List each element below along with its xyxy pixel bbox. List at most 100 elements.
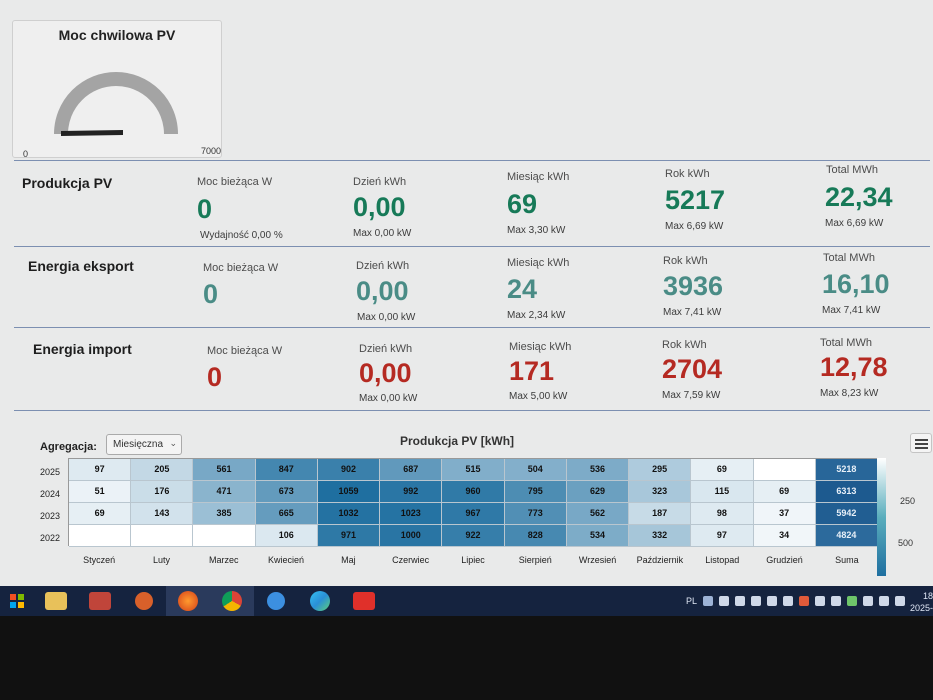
wifi-icon[interactable] <box>879 596 889 606</box>
miesiac-max: Max 2,34 kW <box>507 310 566 321</box>
taskbar-app-media-player[interactable] <box>122 586 166 616</box>
heatmap-cell: 37 <box>753 503 816 525</box>
dzien-max: Max 0,00 kW <box>357 312 416 323</box>
dzien-max: Max 0,00 kW <box>353 228 412 239</box>
moc-label: Moc bieżąca W <box>203 262 279 274</box>
dzien-value: 0,00 <box>353 192 406 222</box>
taskbar-app-media[interactable] <box>342 586 386 616</box>
heatmap-cell: 534 <box>566 525 630 547</box>
rok-value: 2704 <box>662 354 723 384</box>
aggregation-select[interactable]: Miesięczna ⌄ <box>106 434 182 455</box>
heatmap-sum-cell: 5218 <box>815 459 878 481</box>
heatmap-cell: 143 <box>131 503 194 525</box>
chevron-down-icon: ⌄ <box>169 438 177 448</box>
heatmap-x-label: Luty <box>152 555 170 565</box>
total-value: 16,10 <box>822 269 890 299</box>
total-label: Total MWh <box>823 252 875 264</box>
heatmap-cell: 69 <box>691 459 754 481</box>
volume-icon[interactable] <box>863 596 873 606</box>
edge-icon <box>310 591 330 611</box>
rok-max: Max 7,41 kW <box>663 307 722 318</box>
taskbar-app-firefox[interactable] <box>166 586 210 616</box>
power-gauge-card: Moc chwilowa PV 0 7000 <box>12 20 222 159</box>
file-explorer-icon <box>45 592 67 610</box>
cloud-icon[interactable] <box>719 596 729 606</box>
heatmap-x-label: Grudzień <box>766 555 803 565</box>
miesiac-label: Miesiąc kWh <box>509 341 572 353</box>
total-value: 22,34 <box>825 182 893 212</box>
heatmap-cell: 69 <box>753 481 816 503</box>
display-icon[interactable] <box>831 596 841 606</box>
moc-value: 0 <box>207 362 223 392</box>
drive-icon[interactable] <box>735 596 745 606</box>
heatmap-cell: 471 <box>193 481 256 503</box>
gauge-track <box>54 72 178 135</box>
heatmap-cell: 687 <box>380 459 443 481</box>
heatmap-cell: 295 <box>629 459 692 481</box>
heatmap-cell: 902 <box>317 459 381 481</box>
heatmap-cell: 115 <box>691 481 754 503</box>
settings-icon[interactable] <box>751 596 761 606</box>
heatmap-cell: 504 <box>504 459 567 481</box>
keyboard-icon[interactable] <box>703 596 713 606</box>
gauge-title: Moc chwilowa PV <box>58 27 176 43</box>
taskbar-app-edge-legacy[interactable] <box>254 586 298 616</box>
rok-label: Rok kWh <box>662 339 707 351</box>
heatmap-cell: 176 <box>131 481 194 503</box>
heatmap-cell: 332 <box>629 525 692 547</box>
total-max: Max 6,69 kW <box>825 218 884 229</box>
total-value: 12,78 <box>820 352 888 382</box>
chart-menu-button[interactable] <box>910 433 932 453</box>
usb-icon[interactable] <box>815 596 825 606</box>
security-icon[interactable] <box>767 596 777 606</box>
heatmap-cell <box>69 525 132 547</box>
system-tray: PL <box>686 586 905 616</box>
heatmap-cell: 673 <box>255 481 318 503</box>
heatmap-cell: 1023 <box>380 503 443 525</box>
heatmap-cell: 515 <box>442 459 505 481</box>
miesiac-value: 24 <box>507 274 538 304</box>
heatmap-cell: 967 <box>442 503 505 525</box>
miesiac-value: 69 <box>507 189 538 219</box>
rok-max: Max 7,59 kW <box>662 390 721 401</box>
heatmap-cell: 795 <box>504 481 567 503</box>
heatmap-cell: 51 <box>69 481 132 503</box>
heatmap-cell: 922 <box>442 525 505 547</box>
taskbar-app-file-explorer[interactable] <box>34 586 78 616</box>
taskbar-app-photo-viewer[interactable] <box>78 586 122 616</box>
battery-icon[interactable] <box>895 596 905 606</box>
heatmap-x-label: Październik <box>636 555 684 565</box>
miesiac-max: Max 5,00 kW <box>509 391 568 402</box>
language-indicator[interactable]: PL <box>685 596 697 606</box>
heatmap-y-label: 2025 <box>40 467 61 477</box>
heatmap-cell: 69 <box>69 503 132 525</box>
dzien-value: 0,00 <box>356 276 409 306</box>
heatmap-x-label: Suma <box>835 555 859 565</box>
network-icon[interactable] <box>783 596 793 606</box>
heatmap-cell: 828 <box>504 525 567 547</box>
efficiency-label: Wydajność 0,00 % <box>200 230 283 241</box>
taskbar-clock[interactable]: 18 2025- <box>910 590 933 614</box>
heatmap-x-label: Listopad <box>705 555 740 565</box>
heatmap-cell: 97 <box>691 525 754 547</box>
dzien-value: 0,00 <box>359 358 412 388</box>
heatmap-x-label: Styczeń <box>83 555 116 565</box>
row-separator <box>14 410 930 411</box>
clock-date: 2025- <box>909 603 933 613</box>
dzien-max: Max 0,00 kW <box>359 393 418 404</box>
dzien-label: Dzień kWh <box>359 343 413 355</box>
taskbar-app-chrome[interactable] <box>210 586 254 616</box>
heatmap-sum-cell: 5942 <box>815 503 878 525</box>
heatmap-x-label: Kwiecień <box>268 555 305 565</box>
row-separator <box>14 160 930 161</box>
heatmap-cell: 97 <box>69 459 132 481</box>
app-tray-icon[interactable] <box>799 596 809 606</box>
status-icon[interactable] <box>847 596 857 606</box>
taskbar-app-edge[interactable] <box>298 586 342 616</box>
heatmap-x-label: Maj <box>341 555 356 565</box>
miesiac-value: 171 <box>509 356 555 386</box>
start-button[interactable] <box>0 586 34 616</box>
legend-tick-label: 250 <box>900 496 916 506</box>
total-max: Max 7,41 kW <box>822 305 881 316</box>
heatmap-cell: 992 <box>380 481 443 503</box>
